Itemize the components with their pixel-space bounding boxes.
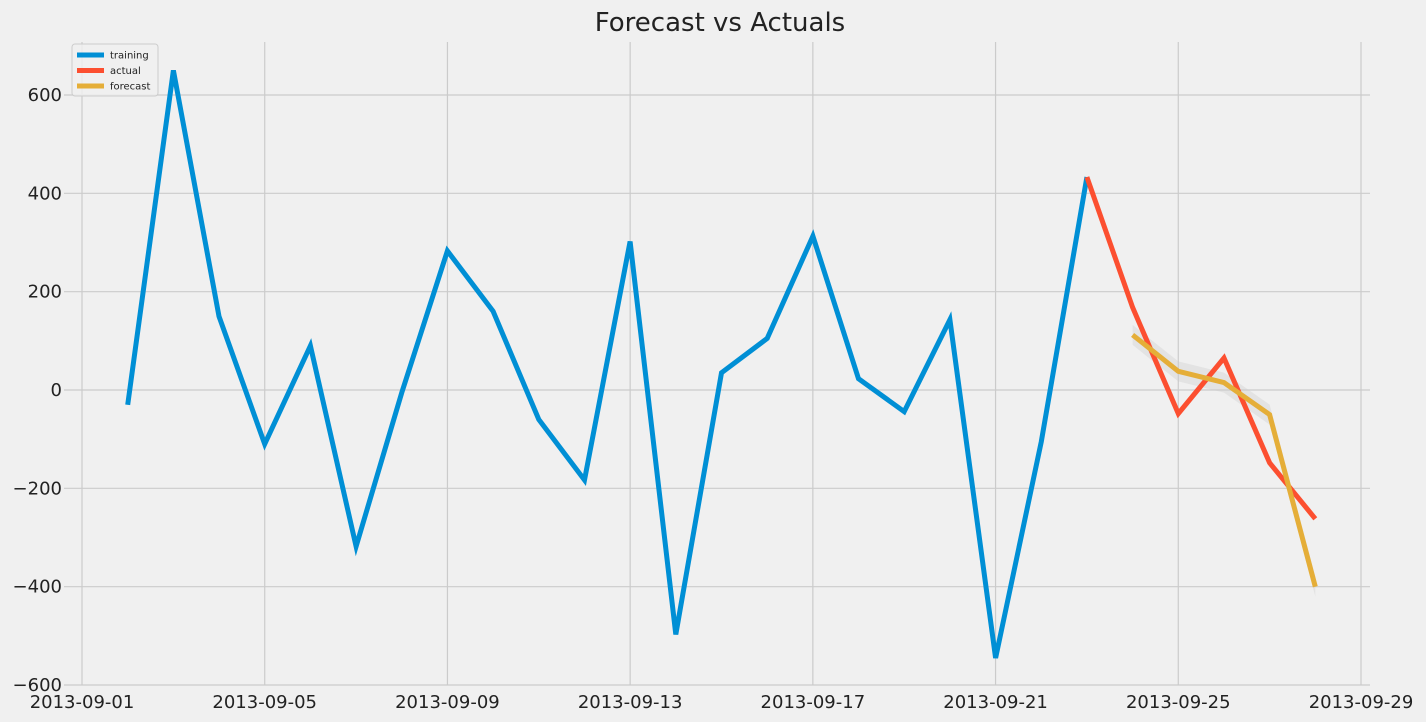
y-tick-label: 200 bbox=[28, 282, 62, 303]
y-tick-label: 0 bbox=[51, 380, 62, 401]
y-tick-label: −400 bbox=[13, 577, 62, 598]
x-tick-label: 2013-09-21 bbox=[943, 692, 1048, 713]
x-tick-label: 2013-09-25 bbox=[1126, 692, 1231, 713]
x-tick-label: 2013-09-13 bbox=[578, 692, 683, 713]
series-line-training bbox=[125, 69, 1090, 659]
y-tick-label: 600 bbox=[28, 85, 62, 106]
grid-layer bbox=[64, 42, 1370, 686]
series-line-actual bbox=[1084, 176, 1318, 521]
y-tick-label: −600 bbox=[13, 675, 62, 696]
legend: training actual forecast bbox=[71, 43, 159, 97]
legend-label-training: training bbox=[110, 51, 149, 62]
legend-label-actual: actual bbox=[110, 66, 141, 77]
series-layer bbox=[125, 69, 1318, 659]
y-axis-ticks: 600 400 200 0 −200 −400 −600 bbox=[13, 85, 62, 696]
legend-label-forecast: forecast bbox=[110, 82, 151, 93]
x-tick-label: 2013-09-05 bbox=[212, 692, 317, 713]
x-tick-label: 2013-09-09 bbox=[395, 692, 500, 713]
x-tick-label: 2013-09-17 bbox=[761, 692, 866, 713]
x-tick-label: 2013-09-01 bbox=[30, 692, 135, 713]
x-tick-label: 2013-09-29 bbox=[1309, 692, 1414, 713]
y-tick-label: 400 bbox=[28, 183, 62, 204]
x-axis-ticks: 2013-09-01 2013-09-05 2013-09-09 2013-09-13… bbox=[30, 692, 1414, 713]
chart-title: Forecast vs Actuals bbox=[595, 8, 845, 38]
y-tick-label: −200 bbox=[13, 478, 62, 499]
series-line-forecast bbox=[1131, 332, 1318, 588]
